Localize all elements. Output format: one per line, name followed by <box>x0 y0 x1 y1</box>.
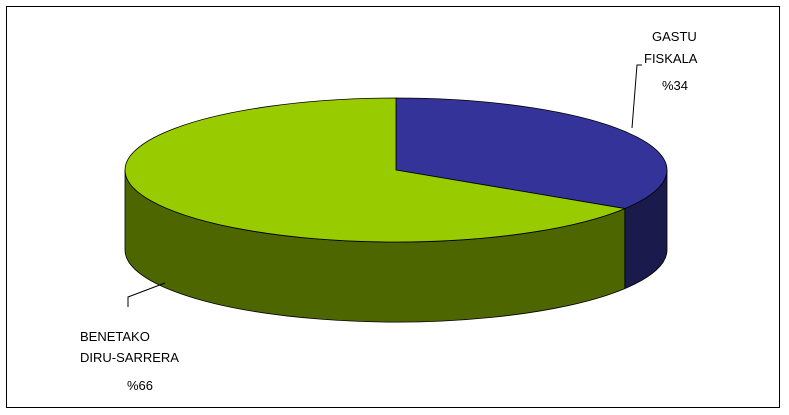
pie-slice-0 <box>395 97 668 209</box>
label-benetako-line1: BENETAKO <box>80 329 150 344</box>
label-gastu-percent: %34 <box>662 78 688 93</box>
leader-line-benetako <box>127 282 166 307</box>
pie-slice-1 <box>124 97 627 243</box>
label-benetako-line2: DIRU-SARRERA <box>80 350 179 365</box>
label-benetako-percent: %66 <box>127 378 153 393</box>
leader-lines <box>127 64 642 307</box>
leader-line-gastu <box>631 64 642 129</box>
pie-tops <box>124 97 668 243</box>
label-gastu-line2: FISKALA <box>644 51 698 66</box>
label-gastu-line1: GASTU <box>652 29 697 44</box>
